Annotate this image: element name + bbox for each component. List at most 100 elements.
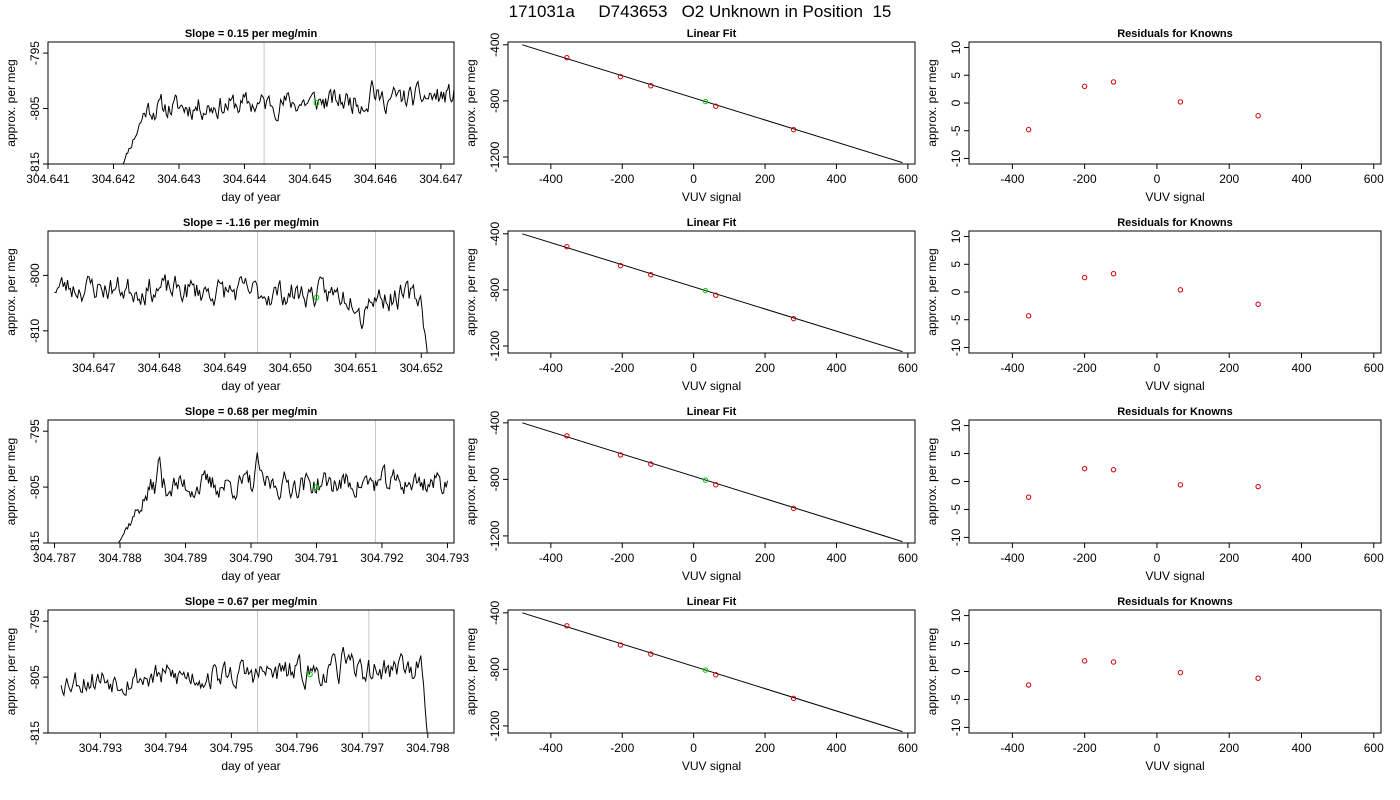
x-axis-label: VUV signal	[682, 759, 741, 773]
chart-panel-1: Slope = 0.15 per meg/min 304.641 304.642 30…	[4, 28, 463, 204]
y-tick-label: -10	[949, 718, 963, 736]
known-point	[1081, 658, 1088, 664]
chart-title: Slope = 0.68 per meg/min	[185, 406, 318, 418]
x-axis-label: VUV signal	[682, 379, 741, 393]
y-tick-label: -805	[28, 96, 42, 120]
known-point	[713, 103, 719, 109]
plot-area	[1025, 658, 1261, 688]
x-tick-label: 304.793	[79, 741, 123, 755]
x-tick-label: 0	[690, 741, 697, 755]
plot-area	[1025, 271, 1261, 319]
chart-title: Linear Fit	[687, 406, 737, 418]
unknown-point	[702, 477, 709, 483]
plot-frame	[968, 419, 1382, 544]
y-tick-label: -1200	[488, 141, 502, 172]
x-tick-label: 304.791	[295, 551, 339, 565]
y-tick-label: 10	[949, 609, 963, 623]
unknown-point	[702, 287, 709, 294]
x-tick-label: 600	[898, 551, 918, 565]
y-tick-label: 5	[949, 450, 963, 457]
y-tick-label: -800	[28, 263, 42, 287]
plot-frame	[47, 41, 455, 165]
y-axis-label: approx. per meg	[925, 628, 939, 715]
x-tick-label: 304.648	[138, 361, 182, 375]
x-axis-label: VUV signal	[1145, 379, 1204, 393]
known-point	[713, 292, 719, 298]
known-point	[1025, 682, 1032, 688]
x-tick-label: 400	[826, 172, 846, 186]
x-tick-label: 400	[1291, 551, 1311, 565]
y-axis-label: approx. per meg	[925, 248, 939, 335]
plot-frame	[47, 609, 455, 734]
fit-line	[522, 44, 903, 164]
y-axis-label: approx. per meg	[464, 59, 478, 146]
y-tick-label: -10	[949, 528, 963, 546]
plot-frame	[507, 419, 916, 544]
x-tick-label: 0	[1154, 172, 1161, 186]
y-tick-label: -795	[28, 609, 42, 633]
known-point	[790, 695, 797, 702]
x-tick-label: 0	[690, 172, 697, 186]
y-tick-label: 0	[949, 99, 963, 106]
known-point	[1255, 483, 1261, 490]
known-point	[1110, 659, 1117, 665]
known-point	[1255, 675, 1261, 681]
chart-title: Residuals for Knowns	[1117, 596, 1233, 608]
chart-panel-5: Linear Fit -400 -200 0 200 400 600 -1200 -800 -40…	[464, 217, 918, 393]
x-tick-label: 400	[826, 741, 846, 755]
known-point	[713, 482, 719, 488]
x-tick-label: 200	[1219, 172, 1239, 186]
x-tick-label: 400	[1291, 361, 1311, 375]
y-tick-label: -10	[949, 338, 963, 356]
x-tick-label: -200	[1073, 361, 1097, 375]
series-line	[60, 646, 428, 733]
y-tick-label: -400	[488, 32, 502, 56]
chart-panel-7: Slope = 0.68 per meg/min 304.787 304.788 30…	[4, 406, 469, 583]
chart-title: Slope = 0.67 per meg/min	[185, 596, 318, 608]
plot-frame	[968, 41, 1382, 165]
known-point	[790, 505, 797, 512]
chart-title: Linear Fit	[687, 28, 737, 40]
known-point	[648, 83, 654, 89]
chart-title: Linear Fit	[687, 596, 737, 608]
known-point	[1110, 271, 1117, 277]
y-tick-label: -400	[488, 221, 502, 245]
y-tick-label: -800	[488, 467, 502, 491]
known-point	[617, 73, 624, 80]
y-axis-label: approx. per meg	[925, 59, 939, 146]
x-tick-label: -400	[539, 361, 563, 375]
y-axis-label: approx. per meg	[4, 438, 18, 525]
x-tick-label: 304.797	[341, 741, 385, 755]
fit-line	[522, 233, 903, 353]
y-tick-label: -795	[28, 419, 42, 443]
x-tick-label: 304.641	[26, 172, 70, 186]
known-point	[1025, 126, 1032, 133]
x-tick-label: 304.792	[360, 551, 404, 565]
x-tick-label: 600	[898, 741, 918, 755]
x-axis-label: VUV signal	[1145, 569, 1204, 583]
y-tick-label: -815	[28, 531, 42, 555]
plot-area	[522, 422, 903, 543]
x-tick-label: -400	[539, 172, 563, 186]
x-tick-label: 0	[1154, 551, 1161, 565]
chart-panel-10: Slope = 0.67 per meg/min 304.793 304.794 30…	[4, 596, 455, 773]
y-tick-label: -815	[28, 152, 42, 176]
x-tick-label: 304.649	[203, 361, 247, 375]
plot-frame	[507, 41, 916, 165]
x-tick-label: 304.647	[72, 361, 116, 375]
plot-frame	[507, 609, 916, 734]
series-line	[54, 274, 428, 353]
y-tick-label: -5	[949, 314, 963, 325]
known-point	[617, 642, 624, 648]
x-tick-label: -200	[610, 361, 634, 375]
x-tick-label: -200	[610, 741, 634, 755]
known-point	[1081, 465, 1088, 472]
chart-panel-9: Residuals for Knowns -400 -200 0 200 400 600 -1…	[925, 406, 1384, 583]
x-tick-label: -200	[610, 172, 634, 186]
y-tick-label: 10	[949, 41, 963, 55]
x-axis-label: VUV signal	[682, 190, 741, 204]
y-tick-label: -810	[28, 318, 42, 342]
known-point	[1177, 669, 1184, 676]
x-axis-label: VUV signal	[682, 569, 741, 583]
y-axis-label: approx. per meg	[464, 438, 478, 525]
